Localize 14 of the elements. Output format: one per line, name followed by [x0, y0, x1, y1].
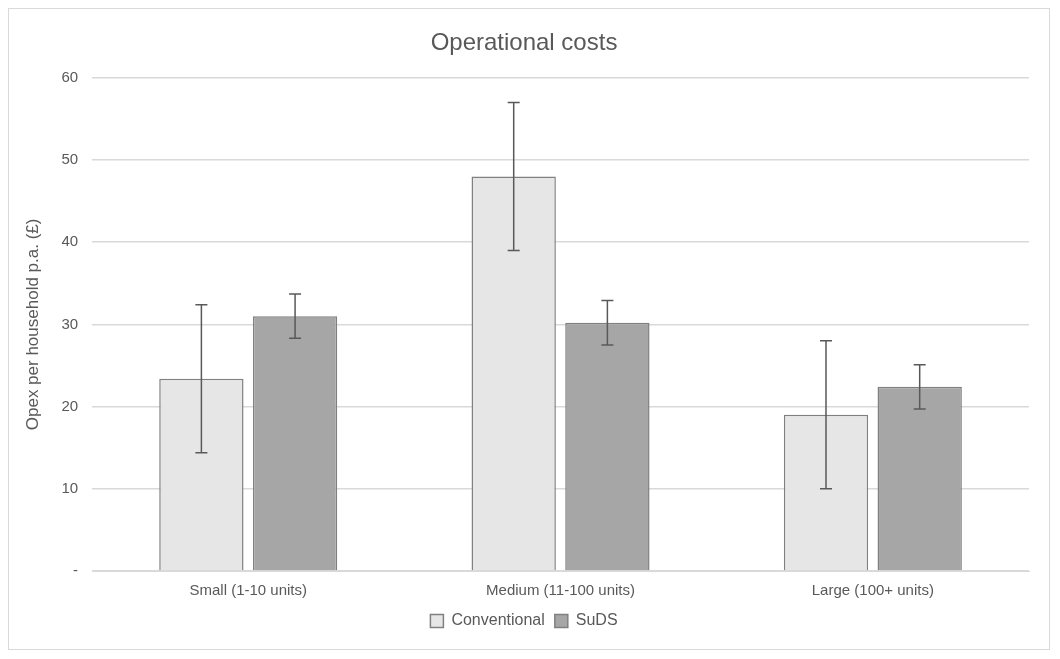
y-tick-label: 30 [61, 314, 79, 332]
legend-label: Conventional [451, 611, 545, 629]
legend-label: SuDS [575, 611, 618, 629]
y-tick-label: 20 [61, 396, 79, 414]
chart-title: Operational costs [430, 28, 618, 56]
y-tick-label: 50 [61, 150, 79, 168]
x-tick-label: Small (1-10 units) [189, 581, 308, 599]
x-tick-label: Medium (11-100 units) [486, 581, 636, 599]
y-tick-label: 10 [61, 478, 79, 496]
x-tick-label: Large (100+ units) [811, 581, 934, 599]
y-axis-title: Opex per household p.a. (£) [22, 218, 42, 431]
y-tick-label: 40 [61, 232, 79, 250]
y-tick-label: - [73, 561, 79, 579]
y-tick-label: 60 [61, 67, 79, 85]
